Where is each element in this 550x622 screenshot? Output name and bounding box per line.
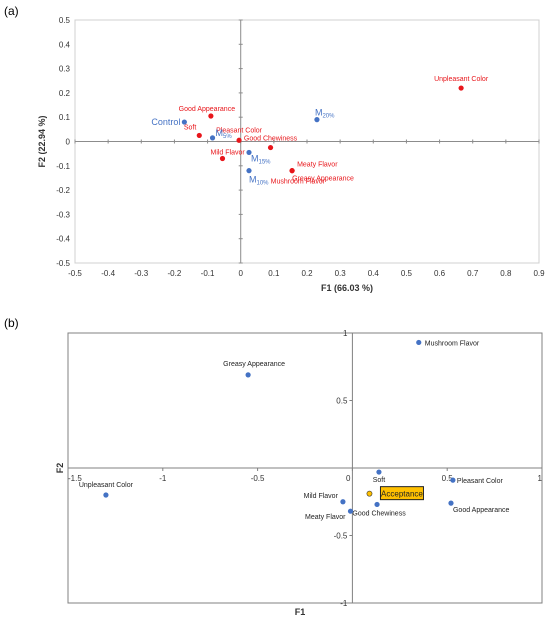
point-a-red: [267, 144, 274, 151]
point-a-blue: [181, 119, 187, 125]
point-b: [374, 501, 380, 508]
point-a-red: [208, 113, 214, 119]
y-tick-label-a: -0.3: [56, 210, 70, 219]
point-a-red: [458, 85, 464, 91]
x-tick-label-a: 0.8: [500, 269, 512, 278]
point-label-b: Meaty Flavor: [305, 514, 346, 521]
acceptance-label: Acceptance: [381, 490, 423, 499]
y-tick-label-a: -0.4: [56, 235, 70, 244]
point-label-sub-a-blue: 20%: [322, 114, 335, 120]
y-axis-label-b: F2: [55, 463, 65, 474]
x-tick-label-a: 0.9: [533, 269, 545, 278]
x-tick-label-a: -0.1: [201, 269, 215, 278]
point-b: [245, 372, 251, 378]
point-label-a-red: Good Appearance: [179, 106, 236, 113]
x-tick-label-a: 0.6: [434, 269, 446, 278]
point-b: [103, 492, 109, 498]
point-label-b: Greasy Appearance: [223, 361, 285, 368]
point-label-a-red: Mild Flavor: [210, 150, 245, 157]
y-tick-label-a: 0.4: [59, 40, 71, 49]
point-a-blue: [314, 117, 320, 123]
point-label-a-red: Good Chewiness: [244, 136, 298, 143]
point-a-blue: [246, 168, 252, 174]
point-a-red: [219, 155, 226, 162]
y-tick-label-a: -0.1: [56, 162, 70, 171]
y-tick-label-a: 0: [66, 138, 71, 147]
point-a-red: [289, 168, 295, 174]
y-tick-label-a: 0.5: [59, 16, 71, 25]
x-tick-label-a: -0.2: [168, 269, 182, 278]
y-axis-label-a: F2 (22.94 %): [37, 115, 47, 167]
point-a-blue: [209, 135, 216, 141]
point-b: [376, 469, 382, 475]
point-label-sub-a-blue: 10%: [257, 181, 270, 187]
y-tick-label-b: 0.5: [336, 397, 348, 406]
point-label-a-red: Greasy Appearance: [292, 176, 354, 183]
point-b: [450, 477, 456, 483]
point-label-b: Unpleasant Color: [79, 482, 134, 489]
point-label-b: Mushroom Flavor: [425, 340, 480, 347]
point-label-a-blue: Control: [151, 117, 180, 127]
point-label-b: Good Appearance: [453, 507, 510, 514]
point-a-red: [196, 132, 202, 139]
x-tick-label-a: 0.1: [268, 269, 280, 278]
y-tick-label-b: -1: [340, 599, 348, 608]
x-tick-label-b: 1: [538, 474, 543, 483]
y-tick-label-a: -0.5: [56, 259, 70, 268]
x-tick-label-b: -1.5: [68, 474, 82, 483]
point-label-b: Good Chewiness: [352, 510, 406, 517]
x-tick-label-b: -1: [159, 474, 167, 483]
panel-label-a: (a): [4, 4, 19, 18]
y-tick-label-a: 0.2: [59, 89, 71, 98]
point-label-b: Mild Flavor: [304, 493, 339, 500]
x-tick-label-b: 0.5: [442, 474, 454, 483]
x-tick-label-a: -0.3: [134, 269, 148, 278]
y-tick-label-b: -0.5: [334, 532, 348, 541]
x-tick-label-a: -0.5: [68, 269, 82, 278]
y-tick-label-a: -0.2: [56, 186, 70, 195]
x-tick-label-a: 0.4: [368, 269, 380, 278]
point-label-sub-a-blue: 5%: [223, 134, 232, 140]
point-label-a-red: Pleasant Color: [216, 127, 263, 134]
acceptance-label-box: [379, 486, 424, 501]
x-tick-label-a: -0.4: [101, 269, 115, 278]
point-b: [340, 499, 346, 505]
x-tick-label-a: 0: [238, 269, 243, 278]
point-a-red: [236, 137, 242, 143]
x-tick-label-a: 0.2: [301, 269, 313, 278]
y-tick-label-a: 0.1: [59, 113, 71, 122]
acceptance-point: [366, 490, 373, 497]
y-tick-label-a: 0.3: [59, 65, 71, 74]
point-label-a-red: Mushroom Flavor: [271, 179, 326, 186]
x-tick-label-b: -0.5: [251, 474, 265, 483]
point-label-b: Soft: [373, 477, 386, 484]
x-tick-label-a: 0.5: [401, 269, 413, 278]
point-label-b: Pleasant Color: [457, 478, 504, 485]
chart-a: -0.5 -0.4 -0.3 -0.2 -0.1 0 0.1 0.2 0.3 0.4 0.5 0.6 0…: [37, 16, 545, 293]
x-tick-label-a: 0.7: [467, 269, 479, 278]
point-label-a-red: Meaty Flavor: [297, 162, 338, 169]
x-axis-label-a: F1 (66.03 %): [321, 283, 373, 293]
point-label-sub-a-blue: 15%: [259, 159, 272, 165]
point-b: [448, 500, 454, 506]
x-tick-label-b: 0: [346, 474, 351, 483]
y-tick-label-b: 1: [343, 329, 348, 338]
point-a-blue: [246, 149, 252, 156]
panel-label-b: (b): [4, 316, 19, 330]
x-axis-label-b: F1: [295, 607, 306, 617]
x-tick-label-a: 0.3: [335, 269, 347, 278]
point-label-a-red: Unpleasant Color: [434, 76, 489, 83]
point-b: [347, 508, 354, 514]
point-b: [416, 339, 422, 346]
point-label-a-red: Soft: [184, 124, 197, 131]
